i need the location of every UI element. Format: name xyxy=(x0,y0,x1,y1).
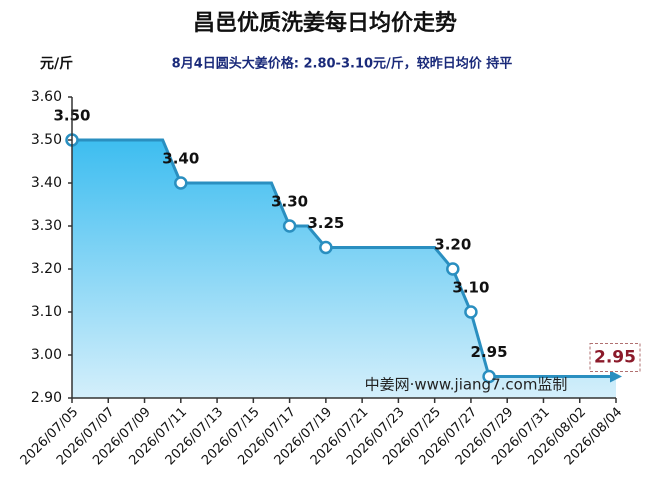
watermark: 中姜网·www.jiang7.com监制 xyxy=(365,376,568,394)
point xyxy=(464,305,478,319)
subtitle: 8月4日圆头大姜价格: 2.80-3.10元/斤，较昨日均价 持平 xyxy=(172,56,513,72)
line xyxy=(72,138,622,383)
y-tick-label: 2.90 xyxy=(31,390,62,406)
latest-box xyxy=(589,343,641,372)
chart-title: 昌邑优质洗姜每日均价走势 xyxy=(193,10,457,36)
value-label: 3.20 xyxy=(434,236,471,254)
value-label: 2.95 xyxy=(471,343,508,361)
y-tick-label: 3.30 xyxy=(31,218,62,234)
y-tick-label: 3.40 xyxy=(31,175,62,191)
point xyxy=(174,176,188,190)
value-label: 3.25 xyxy=(307,214,344,232)
area xyxy=(72,140,616,398)
y-tick-label: 3.60 xyxy=(31,89,62,105)
y-tick-label: 3.00 xyxy=(31,347,62,363)
y-tick-label: 3.20 xyxy=(31,261,62,277)
value-label: 3.30 xyxy=(271,193,308,211)
value-label: 3.10 xyxy=(452,279,489,297)
point xyxy=(282,219,297,233)
point xyxy=(319,240,333,255)
value-label: 3.40 xyxy=(162,150,199,168)
point xyxy=(482,369,496,384)
y-axis-unit: 元/斤 xyxy=(40,55,73,72)
point xyxy=(446,262,460,276)
y-tick-label: 3.50 xyxy=(31,132,62,148)
latest-label: 2.95 xyxy=(594,348,636,368)
y-tick-label: 3.10 xyxy=(31,304,62,320)
